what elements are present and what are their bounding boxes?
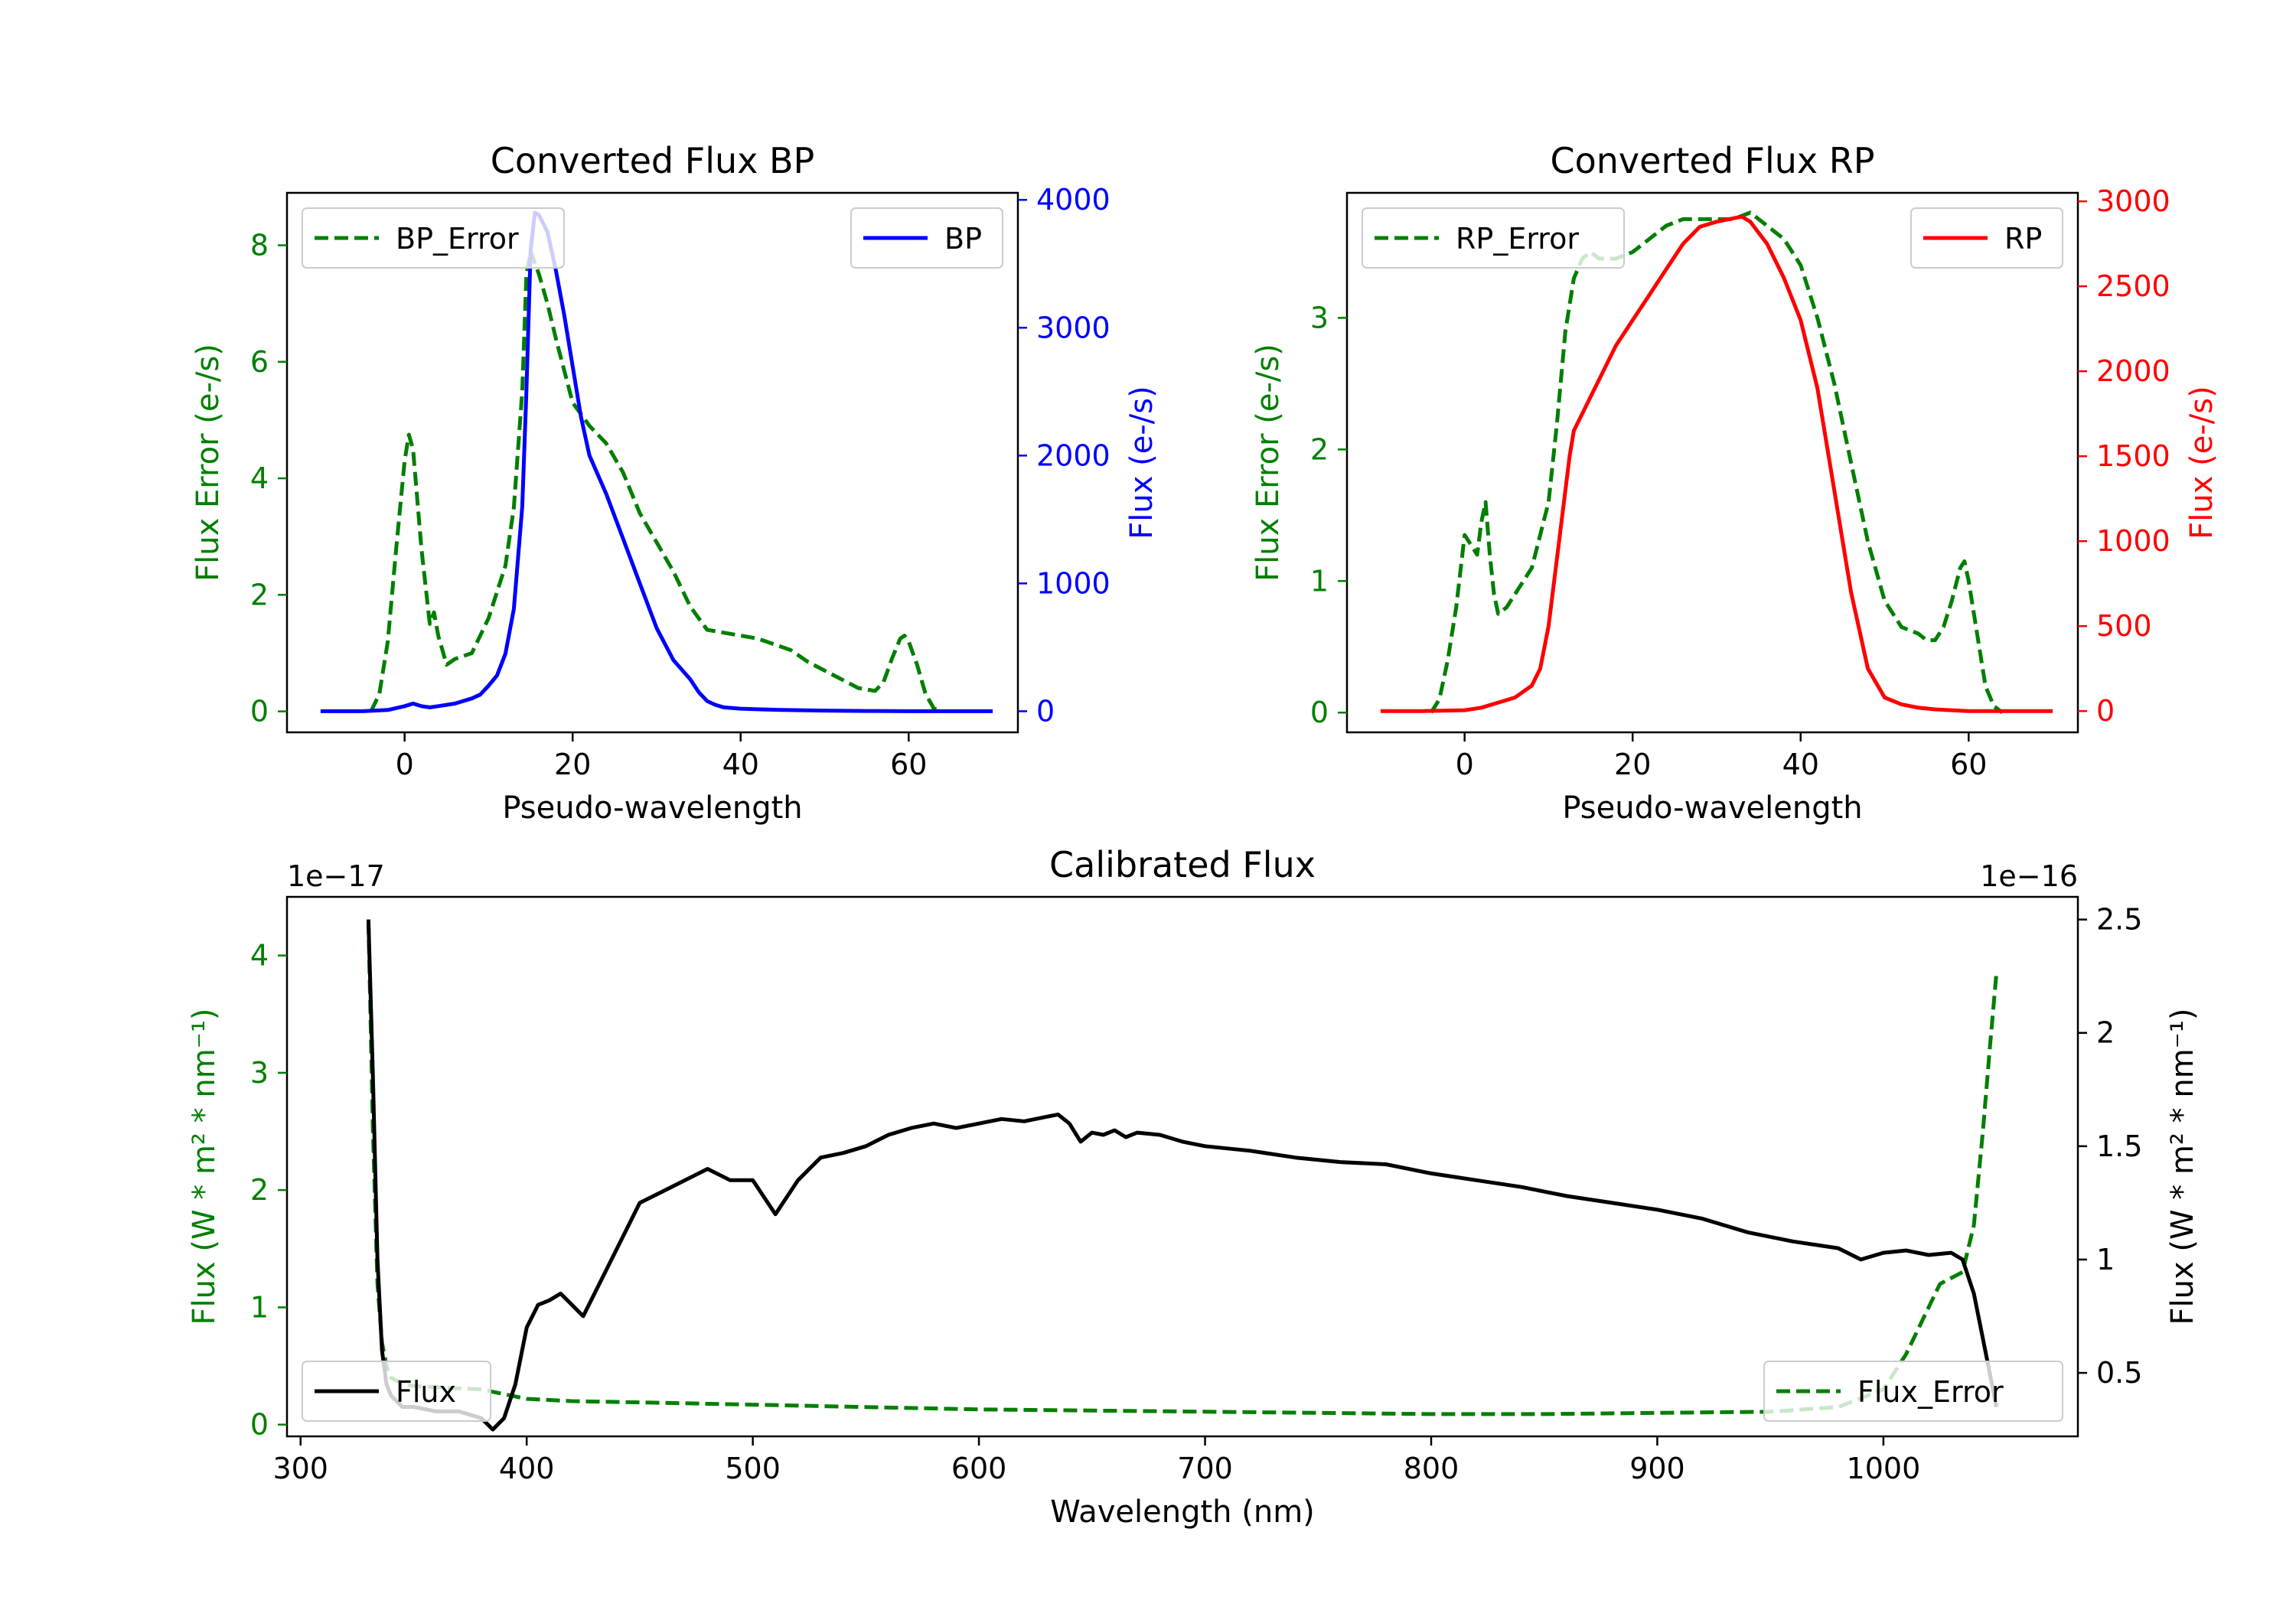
series-rp-error (1429, 210, 2004, 715)
chart-title: Calibrated Flux (1049, 844, 1316, 885)
chart-bp: 0 20 40 60 0 2 4 6 8 0 1000 2000 3000 4000 Converted F… (191, 140, 1159, 826)
y-left-tick-label: 0 (1310, 696, 1329, 729)
y-right-tick-label: 0.5 (2096, 1356, 2142, 1390)
y-left-tick-label: 2 (250, 1173, 269, 1207)
x-tick-label: 60 (890, 748, 927, 781)
chart-title: Converted Flux BP (491, 140, 815, 181)
y-right-tick-label: 0 (1036, 694, 1055, 728)
y-right-tick-label: 3000 (1036, 311, 1110, 344)
y-left-tick-label: 0 (250, 1408, 269, 1442)
y-right-tick-label: 2 (2096, 1016, 2115, 1050)
y-right-tick-label: 2000 (1036, 438, 1110, 472)
x-tick-label: 300 (272, 1452, 328, 1485)
y-right-tick-label: 2.5 (2096, 903, 2142, 937)
y-right-tick-label: 1500 (2096, 439, 2170, 473)
legend-box (1763, 1361, 2063, 1422)
y-left-axis-label: Flux Error (e-/s) (1251, 344, 1286, 582)
legend-flux-error: Flux_Error (1763, 1361, 2063, 1422)
y-right-tick-label: 1.5 (2096, 1129, 2142, 1163)
x-tick-label: 600 (951, 1452, 1007, 1485)
chart-title: Converted Flux RP (1551, 140, 1875, 181)
y-right-tick-label: 1000 (1036, 566, 1110, 600)
series-bp (320, 210, 993, 713)
y-left-axis-label: Flux (W * m² * nm⁻¹) (187, 1009, 222, 1325)
legend-label: BP (944, 222, 982, 256)
legend-bp-error: BP_Error (302, 207, 565, 269)
y-left-tick-label: 8 (250, 229, 269, 262)
y-left-tick-label: 1 (250, 1290, 269, 1324)
plot-frame (1345, 191, 2079, 734)
y-left-tick-label: 4 (250, 939, 269, 973)
y-right-axis-label: Flux (W * m² * nm⁻¹) (2165, 1009, 2200, 1325)
legend-box (1362, 207, 1625, 269)
y-right-tick-label: 1 (2096, 1243, 2115, 1276)
y-right-tick-label: 2000 (2096, 354, 2170, 388)
x-tick-label: 400 (499, 1452, 555, 1485)
legend-label: RP_Error (1456, 222, 1579, 256)
legend-box (302, 1361, 491, 1422)
y-right-tick-label: 500 (2096, 609, 2152, 643)
y-left-tick-label: 3 (1310, 301, 1329, 334)
x-tick-label: 20 (554, 748, 591, 781)
y-left-tick-label: 3 (250, 1056, 269, 1090)
y-right-axis-label: Flux (e-/s) (1124, 386, 1159, 539)
y-left-tick-label: 4 (250, 461, 269, 495)
x-tick-label: 40 (722, 748, 759, 781)
legend-label: Flux (396, 1375, 456, 1409)
y-right-tick-label: 0 (2096, 694, 2115, 728)
y-left-axis-label: Flux Error (e-/s) (191, 344, 226, 582)
y-left-tick-label: 6 (250, 345, 269, 379)
y-right-tick-label: 3000 (2096, 184, 2170, 218)
y-left-offset-text: 1e−17 (287, 859, 385, 893)
series-rp (1380, 214, 2053, 713)
y-right-axis-label: Flux (e-/s) (2184, 386, 2219, 539)
legend-box (302, 207, 565, 269)
legend-label: Flux_Error (1857, 1375, 2004, 1409)
series-flux (366, 919, 1999, 1432)
chart-rp: 0 20 40 60 0 1 2 3 0 500 1000 1500 2000 2500 3000 Conve… (1251, 140, 2219, 826)
x-axis-label: Wavelength (nm) (1050, 1495, 1315, 1530)
y-left-tick-label: 1 (1310, 564, 1329, 598)
x-tick-label: 900 (1629, 1452, 1685, 1485)
legend-label: RP (2004, 222, 2042, 256)
plot-frame (285, 191, 1019, 734)
y-right-tick-label: 2500 (2096, 269, 2170, 303)
legend-rp-error: RP_Error (1362, 207, 1625, 269)
x-axis-label: Pseudo-wavelength (1562, 790, 1862, 826)
legend-bp: BP (850, 207, 1003, 269)
x-tick-label: 1000 (1847, 1452, 1921, 1485)
legend-rp: RP (1910, 207, 2063, 269)
x-tick-label: 20 (1614, 748, 1651, 781)
x-tick-label: 40 (1782, 748, 1819, 781)
x-tick-label: 800 (1404, 1452, 1459, 1485)
x-tick-label: 60 (1950, 748, 1987, 781)
legend-flux: Flux (302, 1361, 491, 1422)
plot-frame (285, 895, 2079, 1438)
y-right-tick-label: 1000 (2096, 524, 2170, 558)
x-tick-label: 500 (725, 1452, 781, 1485)
chart-cal: 300 400 500 600 700 800 900 1000 0 1 2 3 4 0.5 1 1.5 2 2.… (187, 844, 2200, 1530)
y-right-tick-label: 4000 (1036, 183, 1110, 217)
legend-label: BP_Error (396, 222, 519, 256)
y-left-tick-label: 2 (1310, 432, 1329, 466)
y-right-offset-text: 1e−16 (1980, 859, 2078, 893)
x-tick-label: 700 (1177, 1452, 1233, 1485)
y-left-tick-label: 2 (250, 578, 269, 611)
x-tick-label: 0 (1456, 748, 1474, 781)
x-axis-label: Pseudo-wavelength (502, 790, 802, 826)
series-bp-error (369, 249, 944, 713)
y-left-tick-label: 0 (250, 695, 269, 729)
x-tick-label: 0 (396, 748, 414, 781)
